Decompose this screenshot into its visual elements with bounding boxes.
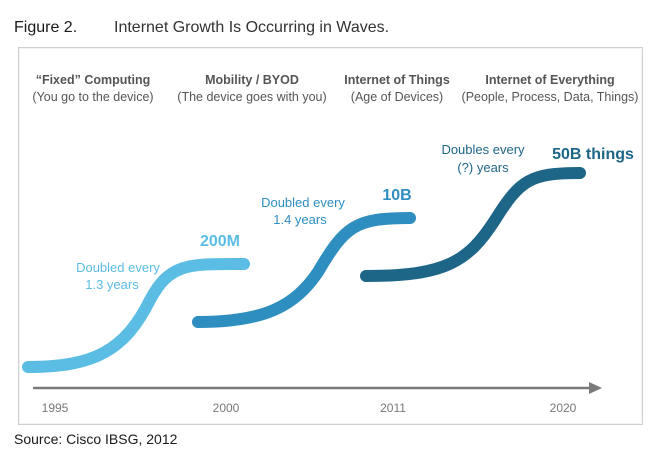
era-1-heading: “Fixed” Computing (36, 73, 151, 87)
wave-3-curve (360, 167, 586, 282)
wave-2-growth-line1: Doubled every (261, 195, 345, 210)
diagram-panel (18, 47, 643, 425)
wave-3-growth-line1: Doubles every (441, 142, 525, 157)
timeline-arrow-icon (589, 382, 602, 394)
era-headings: “Fixed” Computing (You go to the device)… (32, 73, 638, 104)
wave-3-growth-line2: (?) years (457, 160, 509, 175)
wave-2-end-label: 10B (382, 187, 411, 204)
year-label: 1995 (42, 401, 69, 415)
wave-2-curve (192, 212, 416, 328)
timeline-axis (33, 382, 602, 394)
year-label: 2000 (213, 401, 240, 415)
era-4-heading: Internet of Everything (485, 73, 614, 87)
era-3-heading: Internet of Things (344, 73, 450, 87)
timeline-years: 1995 2000 2011 2020 (42, 401, 577, 415)
figure-title: Figure 2. Internet Growth Is Occurring in… (14, 19, 389, 37)
era-4-subheading: (People, Process, Data, Things) (462, 90, 639, 104)
era-2-heading: Mobility / BYOD (205, 73, 299, 87)
era-2-subheading: (The device goes with you) (177, 90, 326, 104)
wave-1-growth-line1: Doubled every (76, 260, 160, 275)
era-1-subheading: (You go to the device) (32, 90, 153, 104)
figure-number: Figure 2. (14, 19, 78, 36)
wave-3-end-label: 50B things (552, 146, 634, 163)
figure-title-text: Internet Growth Is Occurring in Waves. (114, 19, 390, 36)
wave-1-growth-line2: 1.3 years (85, 277, 139, 292)
source-note: Source: Cisco IBSG, 2012 (14, 431, 178, 447)
era-3-subheading: (Age of Devices) (351, 90, 443, 104)
wave-labels: 200M Doubled every 1.3 years 10B Doubled… (76, 142, 634, 292)
wave-1-curve (22, 257, 250, 373)
wave-2-growth-line2: 1.4 years (273, 212, 327, 227)
year-label: 2011 (380, 401, 406, 415)
wave-1-end-label: 200M (200, 233, 240, 250)
year-label: 2020 (550, 401, 577, 415)
